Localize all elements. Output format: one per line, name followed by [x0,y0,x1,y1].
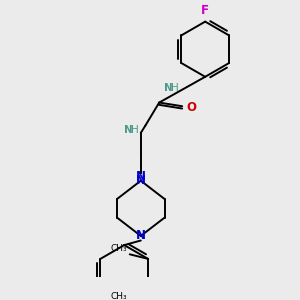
Text: N: N [164,83,173,93]
Text: N: N [136,230,146,242]
Text: F: F [201,4,209,17]
Text: CH₃: CH₃ [110,292,127,300]
Text: H: H [171,83,179,93]
Text: O: O [187,101,197,114]
Text: N: N [136,169,146,183]
Text: CH₃: CH₃ [110,244,127,253]
Text: H: H [131,125,139,135]
Text: N: N [136,174,146,187]
Text: N: N [124,125,133,135]
